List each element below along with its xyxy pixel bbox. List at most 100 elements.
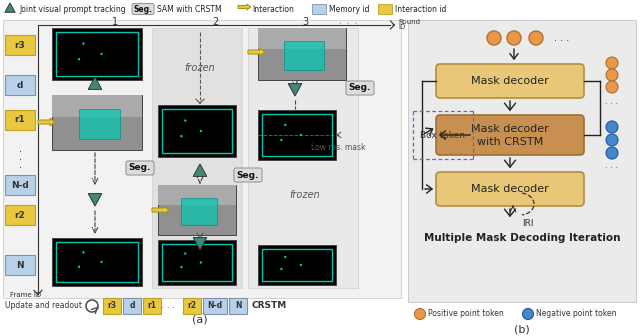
Circle shape	[184, 119, 186, 122]
Text: Box token: Box token	[420, 130, 465, 139]
Bar	[158, 105, 236, 157]
Bar	[52, 95, 142, 150]
Text: r3: r3	[108, 301, 116, 310]
Circle shape	[83, 42, 84, 45]
FancyBboxPatch shape	[132, 3, 154, 14]
Circle shape	[180, 266, 182, 268]
Text: Joint visual prompt tracking: Joint visual prompt tracking	[19, 4, 125, 13]
Text: . . .: . . .	[605, 162, 619, 170]
Circle shape	[606, 147, 618, 159]
FancyBboxPatch shape	[436, 64, 584, 98]
Text: r1: r1	[147, 301, 157, 310]
Bar	[56, 32, 138, 76]
Bar	[158, 240, 236, 285]
Text: Mask decoder: Mask decoder	[471, 124, 549, 134]
Text: Positive point token: Positive point token	[428, 309, 504, 319]
Text: Multiple Mask Decoding Iteration: Multiple Mask Decoding Iteration	[424, 233, 620, 243]
FancyBboxPatch shape	[436, 172, 584, 206]
Bar	[5, 205, 35, 225]
Bar	[152, 28, 242, 288]
Circle shape	[415, 308, 426, 320]
Bar	[5, 75, 35, 95]
Circle shape	[606, 57, 618, 69]
Text: Mask decoder: Mask decoder	[471, 76, 549, 86]
Text: Low res. mask: Low res. mask	[311, 143, 365, 153]
Circle shape	[200, 261, 202, 264]
Text: Mask decoder: Mask decoder	[471, 184, 549, 194]
Circle shape	[300, 264, 302, 266]
Text: ·
·
·: · · ·	[19, 146, 22, 173]
Text: (a): (a)	[192, 315, 208, 325]
Circle shape	[606, 69, 618, 81]
Text: ID: ID	[398, 24, 405, 30]
Text: 3: 3	[302, 17, 308, 27]
Circle shape	[606, 134, 618, 146]
Text: Round: Round	[398, 19, 420, 25]
FancyBboxPatch shape	[126, 161, 154, 175]
Circle shape	[522, 308, 534, 320]
Text: 2: 2	[212, 17, 218, 27]
Circle shape	[529, 31, 543, 45]
Bar	[52, 238, 142, 286]
Circle shape	[280, 139, 283, 141]
Circle shape	[200, 130, 202, 132]
Text: Seg.: Seg.	[237, 170, 259, 179]
Bar	[52, 28, 142, 80]
Text: . . .: . . .	[161, 301, 175, 310]
Text: .  .  .: . . .	[339, 17, 357, 27]
Circle shape	[184, 252, 186, 255]
Text: . . .: . . .	[605, 96, 619, 106]
Bar	[162, 244, 232, 281]
Circle shape	[606, 81, 618, 93]
FancyBboxPatch shape	[234, 168, 262, 182]
Circle shape	[280, 268, 283, 270]
Text: r2: r2	[188, 301, 196, 310]
Text: CRSTM: CRSTM	[252, 301, 287, 310]
Polygon shape	[5, 3, 15, 12]
Text: r1: r1	[15, 116, 26, 125]
Circle shape	[100, 53, 102, 55]
Bar	[123, 298, 141, 314]
Circle shape	[78, 265, 80, 268]
Circle shape	[83, 251, 84, 254]
Bar	[79, 109, 120, 139]
Polygon shape	[288, 84, 302, 96]
Text: Interaction: Interaction	[252, 4, 294, 13]
Bar	[5, 255, 35, 275]
Bar	[158, 185, 236, 205]
FancyArrow shape	[38, 118, 55, 126]
Circle shape	[284, 124, 287, 126]
Text: IRI: IRI	[522, 219, 534, 228]
Bar	[408, 20, 636, 302]
Circle shape	[78, 58, 80, 60]
Polygon shape	[193, 164, 207, 176]
Bar	[3, 20, 401, 298]
Text: N-d: N-d	[11, 180, 29, 190]
Bar	[284, 41, 324, 70]
Text: . . .: . . .	[554, 33, 569, 43]
Bar	[5, 35, 35, 55]
Circle shape	[284, 256, 287, 258]
Polygon shape	[88, 194, 102, 206]
Text: frozen: frozen	[290, 190, 320, 200]
Text: Seg.: Seg.	[129, 164, 151, 172]
Circle shape	[300, 134, 302, 136]
Text: Seg.: Seg.	[349, 84, 371, 92]
Bar	[229, 298, 247, 314]
Bar	[262, 114, 332, 156]
Circle shape	[180, 135, 182, 137]
Text: Interaction id: Interaction id	[395, 4, 446, 13]
Bar	[143, 298, 161, 314]
FancyBboxPatch shape	[436, 115, 584, 155]
FancyArrow shape	[248, 48, 265, 56]
Bar	[203, 298, 227, 314]
Text: with CRSTM: with CRSTM	[477, 137, 543, 147]
Text: 1: 1	[112, 17, 118, 27]
Text: d: d	[129, 301, 135, 310]
Text: N-d: N-d	[207, 301, 223, 310]
Text: N: N	[235, 301, 241, 310]
Bar	[258, 245, 336, 285]
FancyArrow shape	[238, 4, 251, 10]
Text: (b): (b)	[514, 325, 530, 335]
Text: Memory id: Memory id	[329, 4, 369, 13]
